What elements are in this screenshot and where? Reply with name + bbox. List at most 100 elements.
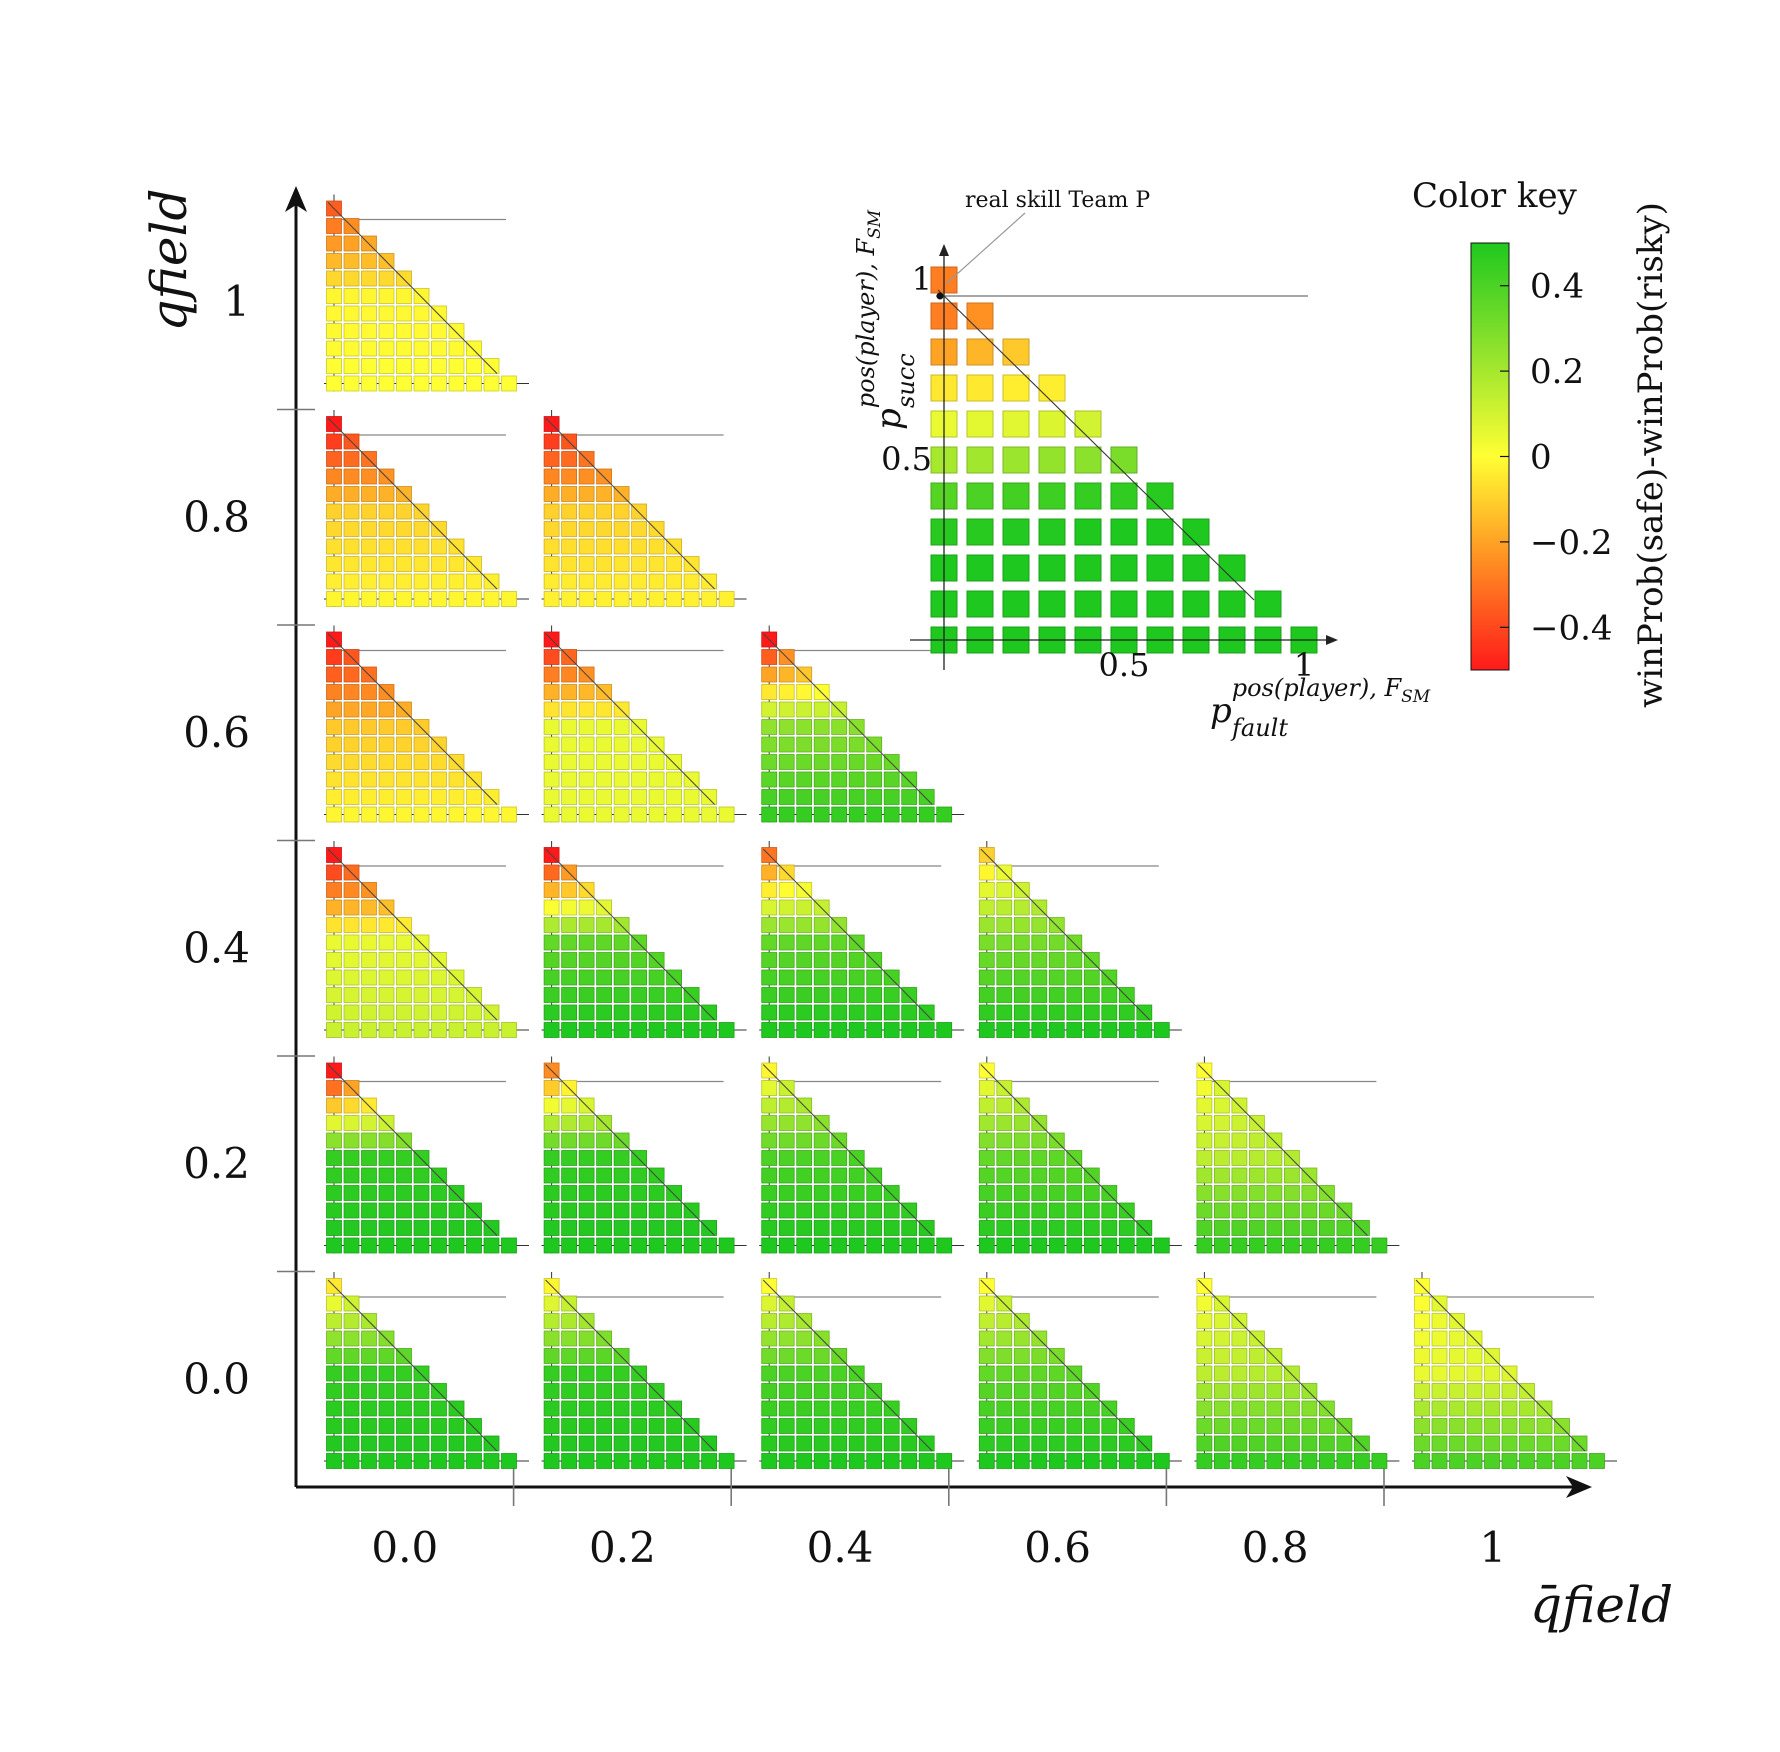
panel-cell bbox=[848, 1435, 865, 1452]
panel-cell bbox=[1484, 1383, 1500, 1399]
panel-cell bbox=[796, 1418, 813, 1434]
panel-cell bbox=[666, 1202, 682, 1219]
panel-cell bbox=[978, 1115, 995, 1131]
panel-cell bbox=[343, 253, 360, 269]
panel-cell bbox=[648, 789, 665, 805]
panel-cell bbox=[596, 1220, 612, 1236]
panel bbox=[1412, 1272, 1617, 1469]
panel-cell bbox=[796, 771, 813, 788]
panel-cell bbox=[1231, 1202, 1248, 1219]
panel-cell bbox=[448, 1202, 465, 1219]
color-key-tick-label: −0.2 bbox=[1530, 523, 1613, 563]
panel-cell bbox=[1048, 987, 1065, 1003]
panel-cell bbox=[343, 1418, 360, 1434]
panel-cell bbox=[378, 1453, 395, 1469]
panel-cell bbox=[1214, 1453, 1230, 1469]
panel-cell bbox=[596, 486, 612, 502]
panel-cell bbox=[501, 806, 517, 823]
panel-cell bbox=[561, 684, 577, 700]
panel-cell bbox=[778, 1022, 795, 1038]
panel-cell bbox=[396, 486, 412, 502]
panel-cell bbox=[613, 591, 630, 607]
panel-cell bbox=[543, 1313, 560, 1329]
panel-cell bbox=[343, 1383, 360, 1399]
panel-cell bbox=[978, 1435, 995, 1452]
panel-cell bbox=[326, 806, 342, 823]
panel-cell bbox=[326, 1080, 342, 1096]
panel-cell bbox=[1083, 1400, 1100, 1417]
panel-cell bbox=[613, 486, 630, 502]
panel-cell bbox=[883, 1237, 900, 1254]
panel-cell bbox=[1013, 1365, 1030, 1382]
inset-cell bbox=[1038, 590, 1066, 618]
panel-cell bbox=[543, 556, 560, 572]
panel-cell bbox=[1414, 1435, 1430, 1452]
panel-cell bbox=[1048, 934, 1065, 951]
panel-cell bbox=[848, 771, 865, 788]
panel-cell bbox=[1484, 1418, 1500, 1434]
inset-cell bbox=[1074, 554, 1102, 582]
panel-cell bbox=[1266, 1435, 1283, 1452]
panel-cell bbox=[543, 864, 560, 881]
panel-cell bbox=[396, 1348, 412, 1364]
panel-diagonal bbox=[327, 202, 498, 374]
panel-cell bbox=[1083, 1435, 1100, 1452]
inset-cell bbox=[1074, 482, 1102, 510]
panel-cell bbox=[501, 375, 517, 392]
panel-cell bbox=[378, 934, 395, 951]
inset-cell bbox=[1074, 590, 1102, 618]
panel bbox=[1194, 1056, 1400, 1254]
panel-cell bbox=[578, 573, 595, 590]
panel-cell bbox=[1214, 1400, 1230, 1417]
panel-cell bbox=[1214, 1418, 1230, 1434]
panel-cell bbox=[326, 754, 342, 770]
panel-cell bbox=[466, 573, 482, 590]
panel-cell bbox=[666, 591, 682, 607]
main-tick-labels: 0.0 0.2 0.4 0.6 0.8 1 0.0 0.2 0.4 0.6 0.8 1 bbox=[183, 277, 1506, 1572]
panel-cell bbox=[1013, 1435, 1030, 1452]
panel-cell bbox=[1196, 1330, 1213, 1347]
panel-cell bbox=[1414, 1418, 1430, 1434]
panel-cell bbox=[883, 1435, 900, 1452]
panel-cell bbox=[996, 934, 1013, 951]
inset-cell bbox=[1002, 482, 1030, 510]
panel-cell bbox=[831, 1348, 848, 1364]
panel-cell bbox=[413, 1167, 430, 1184]
panel-cell bbox=[1214, 1202, 1230, 1219]
panel-cell bbox=[596, 591, 612, 607]
panel-cell bbox=[326, 719, 342, 735]
panel-cell bbox=[1083, 1004, 1100, 1021]
panel-cell bbox=[466, 1004, 482, 1021]
panel-cell bbox=[1013, 1348, 1030, 1364]
panel-cell bbox=[326, 503, 342, 520]
panel-cell bbox=[978, 882, 995, 898]
panel-cell bbox=[561, 1022, 577, 1038]
panel-cell bbox=[1196, 1453, 1213, 1469]
panel-cell bbox=[1431, 1453, 1448, 1469]
panel-cell bbox=[413, 736, 430, 753]
panel-cell bbox=[413, 1185, 430, 1201]
panel-cell bbox=[396, 288, 412, 304]
panel-cell bbox=[1196, 1365, 1213, 1382]
panel-cell bbox=[1118, 1435, 1135, 1452]
panel-cell bbox=[343, 1202, 360, 1219]
panel-diagonal bbox=[545, 1279, 715, 1452]
panel-cell bbox=[448, 538, 465, 555]
panel-cell bbox=[561, 934, 577, 951]
panel-cell bbox=[378, 1167, 395, 1184]
panel-cell bbox=[1231, 1348, 1248, 1364]
panel-cell bbox=[361, 789, 377, 805]
panel-cell bbox=[866, 1435, 883, 1452]
panel-cell bbox=[996, 1185, 1013, 1201]
panel bbox=[324, 410, 529, 607]
panel-cell bbox=[483, 1004, 500, 1021]
panel-cell bbox=[613, 701, 630, 718]
panel-diagonal bbox=[762, 633, 933, 805]
panel bbox=[324, 194, 529, 392]
panel-cell bbox=[683, 1202, 700, 1219]
panel-cell bbox=[1431, 1313, 1448, 1329]
panel-cell bbox=[978, 1365, 995, 1382]
panel-cell bbox=[613, 1220, 630, 1236]
panel-cell bbox=[483, 1237, 500, 1254]
panel-cell bbox=[1414, 1400, 1430, 1417]
